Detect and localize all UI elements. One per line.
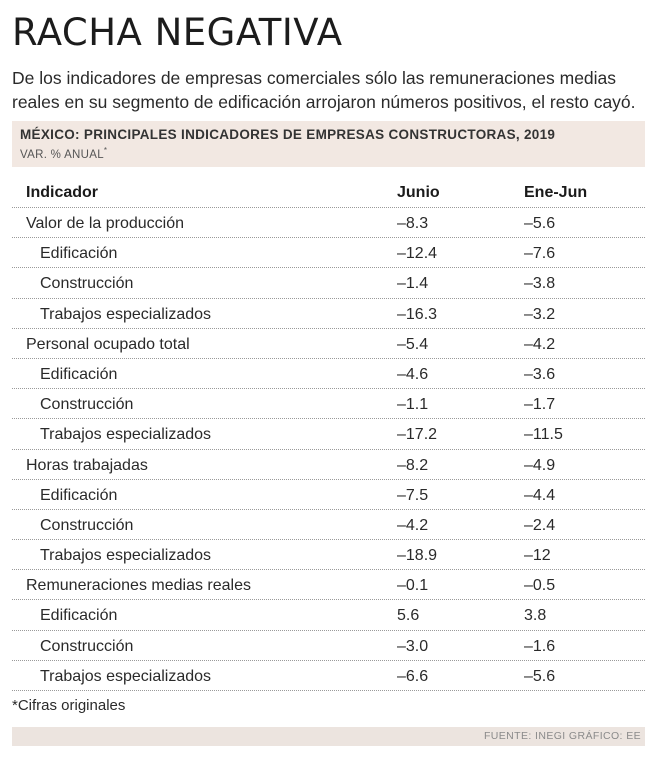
cell-indicador: Edificación [40, 365, 118, 383]
cell-ene-jun: –4.9 [524, 456, 556, 474]
cell-ene-jun: –4.2 [524, 335, 556, 353]
cell-ene-jun: –4.4 [524, 486, 556, 504]
table-row: Construcción –1.1 –1.7 [12, 389, 645, 420]
table-unit-mark: * [103, 146, 108, 155]
source-credit: FUENTE: INEGI GRÁFICO: EE [483, 730, 641, 742]
cell-indicador: Edificación [40, 486, 118, 504]
cell-junio: –8.2 [397, 456, 429, 474]
cell-indicador: Remuneraciones medias reales [26, 577, 251, 595]
cell-indicador: Trabajos especializados [40, 547, 212, 565]
table-unit: VAR. % ANUAL* [20, 146, 107, 161]
cell-junio: –18.9 [397, 547, 438, 565]
subtitle: De los indicadores de empresas comercial… [12, 68, 636, 112]
cell-ene-jun: –12 [524, 547, 551, 565]
table-title-bar: MÉXICO: PRINCIPALES INDICADORES DE EMPRE… [12, 121, 645, 167]
table-row: Trabajos especializados –17.2 –11.5 [12, 419, 645, 450]
cell-junio: 5.6 [397, 607, 420, 625]
table-row: Edificación –4.6 –3.6 [12, 359, 645, 390]
table-row: Trabajos especializados –16.3 –3.2 [12, 299, 645, 329]
table-row: Horas trabajadas –8.2 –4.9 [12, 450, 645, 480]
cell-junio: –0.1 [397, 577, 429, 595]
cell-ene-jun: –1.7 [524, 396, 556, 414]
table-row: Construcción –3.0 –1.6 [12, 631, 645, 661]
table-row: Edificación –7.5 –4.4 [12, 480, 645, 510]
cell-indicador: Construcción [40, 637, 134, 655]
table-row: Personal ocupado total –5.4 –4.2 [12, 329, 645, 359]
cell-indicador: Trabajos especializados [40, 426, 212, 444]
cell-ene-jun: –5.6 [524, 215, 556, 232]
cell-indicador: Valor de la producción [26, 215, 185, 232]
cell-junio: –4.2 [397, 516, 429, 534]
table-row: Construcción –4.2 –2.4 [12, 510, 645, 541]
table-row: Trabajos especializados –6.6 –5.6 [12, 661, 645, 691]
cell-indicador: Trabajos especializados [40, 667, 212, 685]
cell-ene-jun: 3.8 [524, 607, 547, 625]
cell-junio: –1.1 [397, 396, 429, 414]
cell-junio: –17.2 [397, 426, 438, 444]
header-ene-jun: Ene-Jun [524, 184, 588, 201]
table-row: Edificación 5.6 3.8 [12, 600, 645, 631]
cell-junio: –4.6 [397, 365, 429, 383]
cell-indicador: Construcción [40, 275, 134, 293]
table-row: Trabajos especializados –18.9 –12 [12, 540, 645, 571]
source-bar: FUENTE: INEGI GRÁFICO: EE [12, 727, 645, 746]
table-row: Valor de la producción –8.3 –5.6 [12, 208, 645, 239]
cell-indicador: Personal ocupado total [26, 335, 190, 353]
table-title: MÉXICO: PRINCIPALES INDICADORES DE EMPRE… [20, 127, 556, 142]
cell-ene-jun: –7.6 [524, 245, 556, 263]
cell-junio: –7.5 [397, 486, 429, 504]
cell-ene-jun: –5.6 [524, 667, 556, 685]
headline: RACHA NEGATIVA [12, 11, 343, 54]
cell-indicador: Edificación [40, 607, 118, 625]
data-table: Indicador Junio Ene-Jun Valor de la prod… [12, 175, 645, 691]
cell-ene-jun: –3.6 [524, 365, 556, 383]
cell-indicador: Trabajos especializados [40, 305, 212, 323]
cell-ene-jun: –1.6 [524, 637, 556, 655]
header-junio: Junio [397, 184, 440, 201]
cell-ene-jun: –3.8 [524, 275, 556, 293]
cell-junio: –3.0 [397, 637, 429, 655]
cell-indicador: Construcción [40, 516, 134, 534]
cell-ene-jun: –3.2 [524, 305, 556, 323]
cell-junio: –5.4 [397, 335, 429, 353]
table-header-row: Indicador Junio Ene-Jun [12, 175, 645, 208]
cell-junio: –6.6 [397, 667, 429, 685]
cell-ene-jun: –0.5 [524, 577, 556, 595]
footnote: *Cifras originales [12, 697, 126, 714]
table-row: Construcción –1.4 –3.8 [12, 268, 645, 299]
cell-junio: –8.3 [397, 215, 429, 232]
table-unit-text: VAR. % ANUAL [20, 148, 104, 161]
cell-junio: –16.3 [397, 305, 438, 323]
cell-indicador: Construcción [40, 396, 134, 414]
cell-ene-jun: –11.5 [524, 426, 563, 444]
cell-ene-jun: –2.4 [524, 516, 556, 534]
table-body: Valor de la producción –8.3 –5.6 Edificació… [12, 208, 645, 691]
cell-junio: –12.4 [397, 245, 438, 263]
table-row: Remuneraciones medias reales –0.1 –0.5 [12, 570, 645, 601]
cell-indicador: Horas trabajadas [26, 456, 148, 474]
cell-junio: –1.4 [397, 275, 429, 293]
cell-indicador: Edificación [40, 245, 118, 263]
header-indicador: Indicador [26, 184, 99, 201]
table-row: Edificación –12.4 –7.6 [12, 238, 645, 269]
